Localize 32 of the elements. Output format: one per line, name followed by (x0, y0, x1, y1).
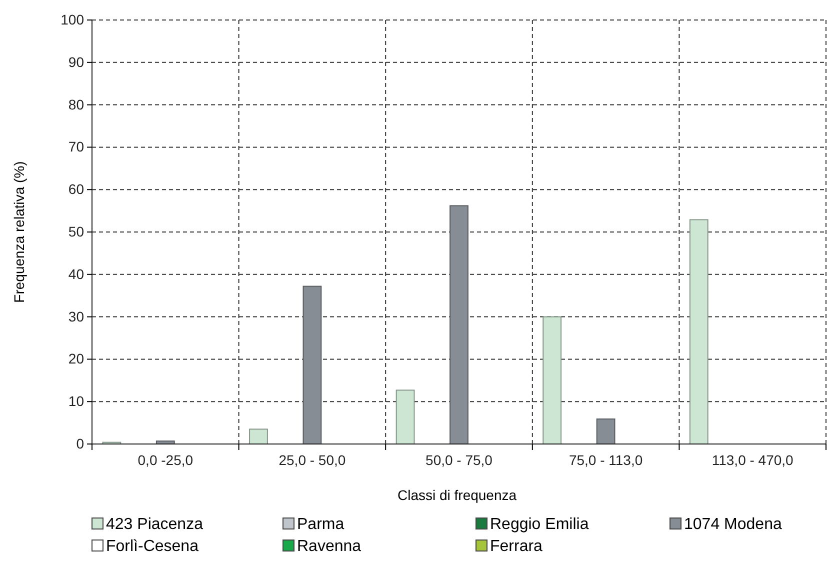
y-tick-label: 100 (60, 11, 84, 28)
legend-label: Forlì-Cesena (106, 538, 199, 555)
bar (249, 428, 268, 444)
y-tick-label: 60 (68, 181, 84, 198)
legend-label: 423 Piacenza (106, 516, 204, 533)
bar (302, 286, 322, 444)
bar (450, 205, 468, 444)
x-axis-title: Classi di frequenza (397, 487, 517, 503)
y-tick-label: 10 (68, 393, 84, 410)
x-tick-label: 113,0 - 470,0 (712, 452, 794, 468)
y-tick-label: 30 (68, 308, 84, 324)
legend-label: 1074 Modena (684, 516, 782, 533)
y-tick-label: 0 (76, 435, 84, 452)
legend-label: Ravenna (297, 538, 362, 555)
bar (396, 390, 415, 444)
y-tick-label: 50 (68, 223, 84, 240)
y-tick-label: 40 (68, 266, 84, 282)
bar (542, 316, 562, 444)
legend-label: Parma (297, 516, 344, 533)
y-tick-label: 20 (68, 350, 84, 367)
legend-label: Ferrara (490, 538, 543, 555)
y-tick-label: 70 (68, 138, 84, 155)
y-tick-label: 90 (68, 54, 84, 70)
y-tick-label: 80 (68, 96, 84, 112)
bar (596, 418, 616, 444)
x-tick-label: 75,0 - 113,0 (568, 452, 643, 468)
x-tick-label: 0,0 -25,0 (138, 452, 194, 468)
x-tick-label: 25,0 - 50,0 (278, 452, 346, 468)
bar (689, 219, 708, 444)
x-tick-label: 50,0 - 75,0 (426, 452, 493, 468)
legend-label: Reggio Emilia (490, 516, 589, 533)
y-axis-title: Frequenza relativa (%) (11, 161, 27, 303)
